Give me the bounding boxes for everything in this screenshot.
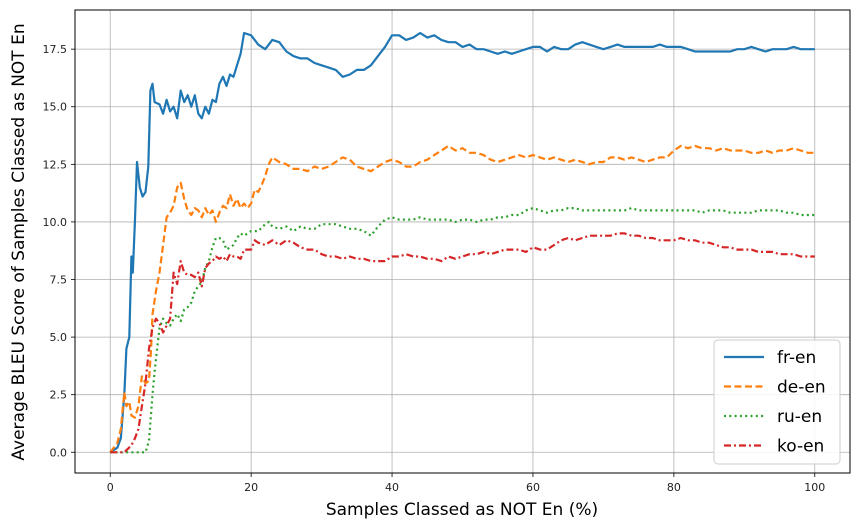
- legend-box: [713, 339, 841, 465]
- x-tick-label: 60: [526, 481, 540, 494]
- x-tick-label: 0: [107, 481, 114, 494]
- plot-frame: [74, 9, 851, 474]
- x-tick-label: 40: [385, 481, 399, 494]
- y-tick-label: 10.0: [43, 216, 68, 229]
- y-axis-title: Average BLEU Score of Samples Classed as…: [9, 23, 29, 460]
- legend-label-fr-en: fr-en: [777, 348, 816, 368]
- y-tick-label: 12.5: [43, 158, 68, 171]
- series-line-fr-en: [109, 31, 815, 454]
- x-tick-label: 100: [804, 481, 825, 494]
- series-line-de-en: [109, 144, 815, 453]
- x-tick-label: 80: [667, 481, 681, 494]
- legend-label-de-en: de-en: [777, 378, 826, 398]
- series-lines: [109, 31, 815, 454]
- x-tick-label: 20: [244, 481, 258, 494]
- y-tick-label: 17.5: [43, 43, 68, 56]
- y-tick-label: 5.0: [50, 331, 68, 344]
- legend-label-ko-en: ko-en: [777, 437, 824, 457]
- y-tick-label: 0.0: [50, 446, 68, 459]
- x-axis-title: Samples Classed as NOT En (%): [326, 500, 598, 520]
- series-line-ko-en: [110, 232, 815, 454]
- legend-label-ru-en: ru-en: [777, 407, 822, 427]
- legend: fr-en de-en ru-en ko-en: [713, 339, 841, 465]
- y-tick-label: 7.5: [50, 274, 68, 287]
- y-tick-label: 2.5: [50, 389, 68, 402]
- series-line-ru-en: [110, 207, 815, 454]
- grid: [75, 10, 850, 473]
- y-tick-label: 15.0: [43, 101, 68, 114]
- axis-ticks: 0 20 40 60 80 100 0.0 2.5 5.0 7.5 10.0 12.5 15.0 17.5: [43, 43, 826, 494]
